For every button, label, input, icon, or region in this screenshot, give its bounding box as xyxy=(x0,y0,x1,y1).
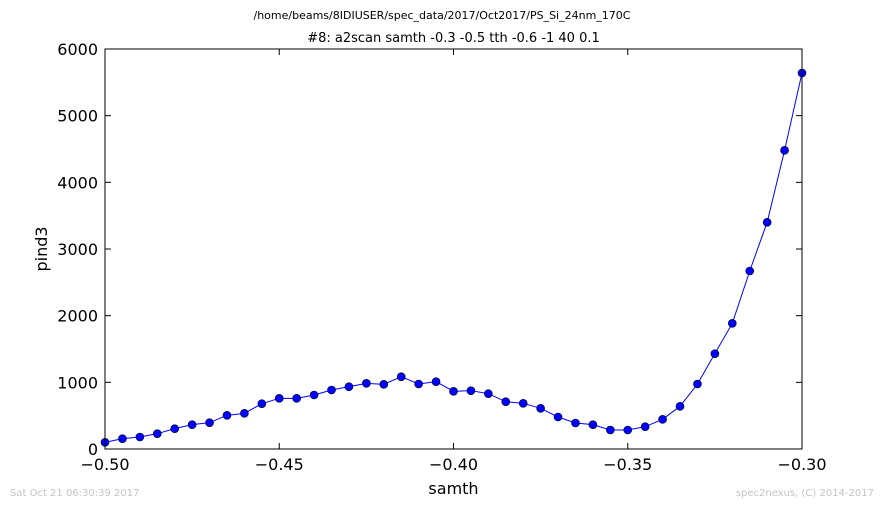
data-point xyxy=(135,432,145,442)
data-point xyxy=(658,415,667,424)
data-point xyxy=(588,420,598,429)
data-point xyxy=(222,411,232,420)
data-point xyxy=(780,146,789,155)
y-axis-label: pind3 xyxy=(32,226,51,271)
y-tick-label: 2000 xyxy=(57,307,98,326)
y-tick-label: 1000 xyxy=(57,373,98,392)
data-point xyxy=(327,385,336,395)
data-point xyxy=(571,418,580,428)
data-point xyxy=(414,379,423,389)
x-tick-label: −0.30 xyxy=(777,455,826,474)
data-point xyxy=(710,349,720,358)
data-point xyxy=(745,266,755,276)
data-point xyxy=(240,409,249,418)
data-point xyxy=(518,399,528,408)
data-point xyxy=(693,379,702,389)
data-point xyxy=(640,422,650,431)
data-point xyxy=(152,429,162,438)
data-point xyxy=(292,394,301,403)
data-point xyxy=(257,399,267,408)
data-point xyxy=(484,389,493,398)
data-point xyxy=(606,425,615,435)
x-tick-label: −0.35 xyxy=(603,455,652,474)
x-tick-label: −0.45 xyxy=(255,455,304,474)
x-tick-label: −0.40 xyxy=(429,455,478,474)
y-tick-label: 5000 xyxy=(57,107,98,126)
footer-credit: spec2nexus, (C) 2014-2017 xyxy=(735,488,874,499)
footer-timestamp: Sat Oct 21 06:30:39 2017 xyxy=(10,488,140,499)
x-tick-label: −0.50 xyxy=(80,455,129,474)
data-point xyxy=(344,382,354,391)
data-point xyxy=(362,379,371,388)
data-point xyxy=(536,404,545,413)
y-tick-label: 6000 xyxy=(57,40,98,59)
data-point xyxy=(396,372,406,381)
data-point xyxy=(118,434,127,443)
data-point xyxy=(553,412,563,422)
chart-title: #8: a2scan samth -0.3 -0.5 tth -0.6 -1 4… xyxy=(307,31,600,46)
data-point xyxy=(431,377,441,386)
plot-frame xyxy=(104,48,803,450)
data-point xyxy=(501,397,511,406)
y-tick-label: 0 xyxy=(88,440,98,459)
data-point xyxy=(466,386,476,395)
y-tick-label: 4000 xyxy=(57,173,98,192)
data-point xyxy=(727,319,737,328)
suptitle: /home/beams/8IDIUSER/spec_data/2017/Oct2… xyxy=(253,9,631,22)
data-point xyxy=(449,387,458,396)
data-point xyxy=(309,390,319,400)
data-point xyxy=(675,402,685,411)
x-axis-label: samth xyxy=(428,479,478,498)
data-point xyxy=(187,420,197,429)
data-point xyxy=(274,394,284,403)
data-point xyxy=(170,424,179,433)
y-tick-label: 3000 xyxy=(57,240,98,259)
data-point xyxy=(762,218,772,227)
data-point xyxy=(623,425,633,435)
data-point xyxy=(205,418,214,427)
data-point xyxy=(379,380,389,389)
